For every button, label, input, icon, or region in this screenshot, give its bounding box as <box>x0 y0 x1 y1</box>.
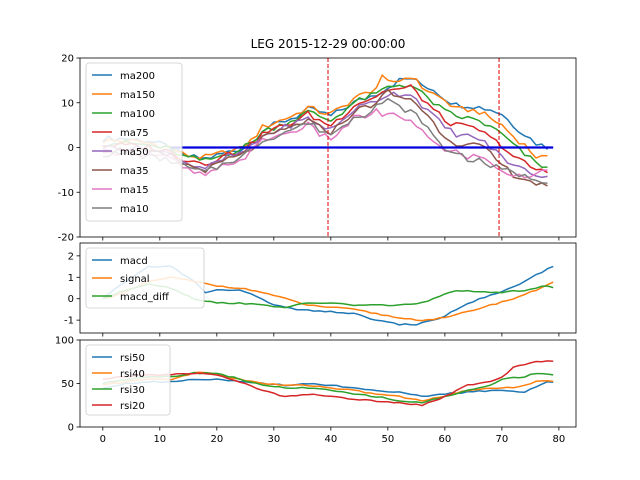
plot-area <box>102 360 554 407</box>
series-line-rsi30 <box>102 371 554 404</box>
y-tick-label: 2 <box>68 251 74 262</box>
legend-box <box>85 344 171 416</box>
series-line-rsi20 <box>102 360 554 407</box>
legend-box <box>85 247 205 309</box>
legend-label-ma100: ma100 <box>120 109 155 120</box>
y-tick-label: -10 <box>58 188 74 199</box>
x-tick-label: 0 <box>100 434 106 445</box>
legend-label-ma50: ma50 <box>120 147 149 158</box>
legend-label-ma200: ma200 <box>120 71 155 82</box>
x-tick-label: 30 <box>267 434 280 445</box>
legend: macd signal macd_diff <box>85 247 205 309</box>
legend-label-rsi40: rsi40 <box>120 369 145 380</box>
x-tick-label: 60 <box>439 434 452 445</box>
legend-label-ma10: ma10 <box>120 204 149 215</box>
panels: -20-1001020ma200ma150ma100ma75ma50ma35ma… <box>55 54 577 445</box>
x-tick-label: 80 <box>553 434 566 445</box>
legend: ma200 ma150 ma100 ma75 ma50 ma35 ma15 ma10 <box>85 62 183 222</box>
legend-label-ma75: ma75 <box>120 128 149 139</box>
panel-1: -20-1001020ma200ma150ma100ma75ma50ma35ma… <box>58 54 577 244</box>
y-tick-label: 10 <box>61 98 74 109</box>
x-tick-label: 10 <box>153 434 166 445</box>
y-tick-label: 50 <box>61 379 74 390</box>
y-tick-label: 1 <box>68 273 74 284</box>
x-tick-label: 20 <box>210 434 223 445</box>
legend-label-ma35: ma35 <box>120 166 149 177</box>
legend-label-rsi20: rsi20 <box>120 401 145 412</box>
x-tick-label: 50 <box>381 434 394 445</box>
y-tick-label: -1 <box>64 316 74 327</box>
legend-label-macd_diff: macd_diff <box>120 292 170 303</box>
axes-frame <box>79 242 577 334</box>
y-tick-label: 20 <box>61 54 74 65</box>
legend: rsi50 rsi40 rsi30 rsi20 <box>85 344 171 416</box>
legend-label-ma150: ma150 <box>120 90 155 101</box>
legend-label-rsi50: rsi50 <box>120 353 145 364</box>
y-tick-label: 0 <box>68 143 74 154</box>
x-tick-label: 40 <box>324 434 337 445</box>
y-tick-label: -20 <box>58 233 74 244</box>
legend-label-macd: macd <box>120 256 148 267</box>
series-line-rsi40 <box>102 371 554 402</box>
legend-label-rsi30: rsi30 <box>120 385 145 396</box>
panel-2: -1 0 1 2 macd signal macd_diff <box>64 242 577 337</box>
y-tick-label: 0 <box>68 423 74 434</box>
legend-box <box>85 62 183 222</box>
y-tick-label: 100 <box>55 336 74 347</box>
series-line-rsi50 <box>102 378 554 398</box>
legend-label-signal: signal <box>120 274 150 285</box>
x-tick-label: 70 <box>496 434 509 445</box>
legend-label-ma15: ma15 <box>120 185 149 196</box>
y-tick-label: 0 <box>68 294 74 305</box>
chart-title: LEG 2015-12-29 00:00:00 <box>251 37 406 51</box>
